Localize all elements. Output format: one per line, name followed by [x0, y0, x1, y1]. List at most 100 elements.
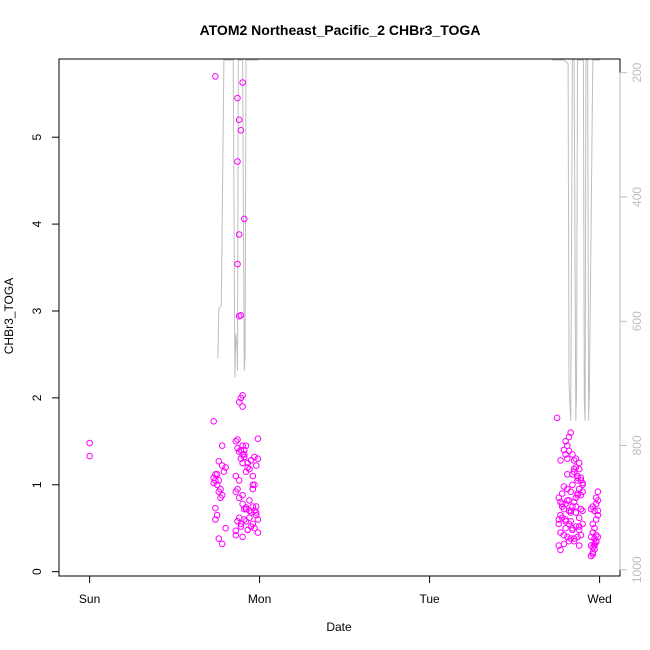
data-point: [232, 472, 240, 480]
axes-layer: Sun Mon Tue Wed 0 1 2 3 4 5 200 400 600 800 1000: [30, 62, 644, 606]
data-point: [592, 494, 600, 502]
data-point: [244, 526, 251, 534]
data-point: [560, 531, 568, 539]
data-point: [241, 505, 248, 513]
data-point: [239, 403, 246, 410]
data-point: [570, 465, 578, 473]
data-point: [575, 523, 583, 530]
data-point: [239, 533, 246, 541]
data-point: [244, 459, 251, 467]
data-point: [237, 520, 245, 528]
data-point: [235, 398, 243, 406]
data-point: [557, 546, 564, 554]
data-point: [575, 542, 583, 549]
data-point: [592, 538, 600, 546]
data-point: [213, 511, 221, 519]
data-point: [251, 453, 258, 461]
data-point: [215, 458, 223, 465]
chart-title: ATOM2 Northeast_Pacific_2 CHBr3_TOGA: [200, 22, 481, 38]
data-point: [251, 507, 258, 515]
data-point: [574, 474, 581, 482]
plot-frame: [58, 58, 621, 577]
data-point: [555, 520, 563, 528]
data-point: [564, 455, 571, 463]
data-point: [251, 524, 258, 532]
data-point: [589, 549, 597, 556]
data-point: [246, 497, 253, 504]
data-point: [222, 464, 229, 471]
data-point: [591, 524, 598, 532]
data-point: [217, 485, 224, 493]
data-point: [241, 215, 248, 223]
data-point: [579, 481, 586, 489]
data-point: [589, 520, 597, 528]
data-point: [553, 414, 561, 422]
data-point: [249, 503, 257, 510]
y2-tick-label: 800: [630, 435, 644, 455]
data-point: [587, 542, 595, 549]
data-point: [564, 471, 571, 478]
data-point: [570, 535, 578, 542]
data-point: [239, 459, 246, 467]
y-tick-label: 3: [30, 307, 44, 314]
data-point: [220, 468, 228, 476]
data-point: [254, 455, 262, 463]
data-point: [570, 457, 578, 464]
data-point: [557, 511, 564, 519]
data-point: [587, 533, 595, 541]
data-point: [254, 529, 262, 536]
data-point: [569, 451, 576, 458]
data-point: [212, 504, 219, 512]
data-point: [577, 505, 585, 513]
data-point: [562, 438, 569, 445]
data-point: [242, 518, 250, 525]
data-point: [241, 451, 248, 458]
data-point: [594, 507, 602, 515]
data-point: [242, 442, 250, 450]
data-point: [86, 452, 93, 460]
data-point: [591, 507, 598, 515]
y-tick-label: 1: [30, 481, 44, 488]
y-axis-label: CHBr3_TOGA: [2, 278, 16, 354]
data-point: [239, 491, 246, 499]
data-point: [218, 462, 226, 469]
data-point: [234, 485, 241, 493]
data-point: [242, 468, 250, 476]
data-point: [589, 503, 597, 510]
data-point: [558, 490, 566, 497]
x-tick-label: Tue: [419, 592, 440, 606]
data-point: [569, 526, 576, 534]
data-point: [560, 483, 568, 490]
data-point: [239, 79, 246, 86]
data-point: [555, 516, 563, 523]
data-point: [239, 442, 246, 450]
data-point: [567, 518, 575, 525]
data-point: [575, 514, 583, 522]
data-point: [235, 448, 243, 456]
data-point: [249, 485, 257, 493]
data-point: [570, 537, 578, 545]
data-point: [212, 516, 219, 523]
data-point: [577, 491, 585, 499]
data-point: [249, 481, 257, 489]
data-point: [217, 494, 224, 502]
y2-tick-label: 200: [630, 62, 644, 82]
data-point: [235, 116, 243, 124]
data-point: [589, 529, 597, 536]
data-point: [569, 481, 576, 489]
data-point: [574, 491, 581, 499]
data-point: [572, 455, 580, 463]
data-point: [572, 503, 580, 510]
data-point: [555, 494, 563, 502]
data-point: [567, 488, 575, 496]
data-point: [562, 500, 569, 508]
data-point: [567, 509, 575, 516]
y-tick-label: 4: [30, 220, 44, 227]
data-point: [210, 418, 217, 425]
data-point: [579, 507, 586, 515]
data-point: [254, 516, 262, 523]
data-point: [572, 523, 580, 530]
data-point: [235, 514, 243, 522]
data-point: [212, 73, 219, 80]
